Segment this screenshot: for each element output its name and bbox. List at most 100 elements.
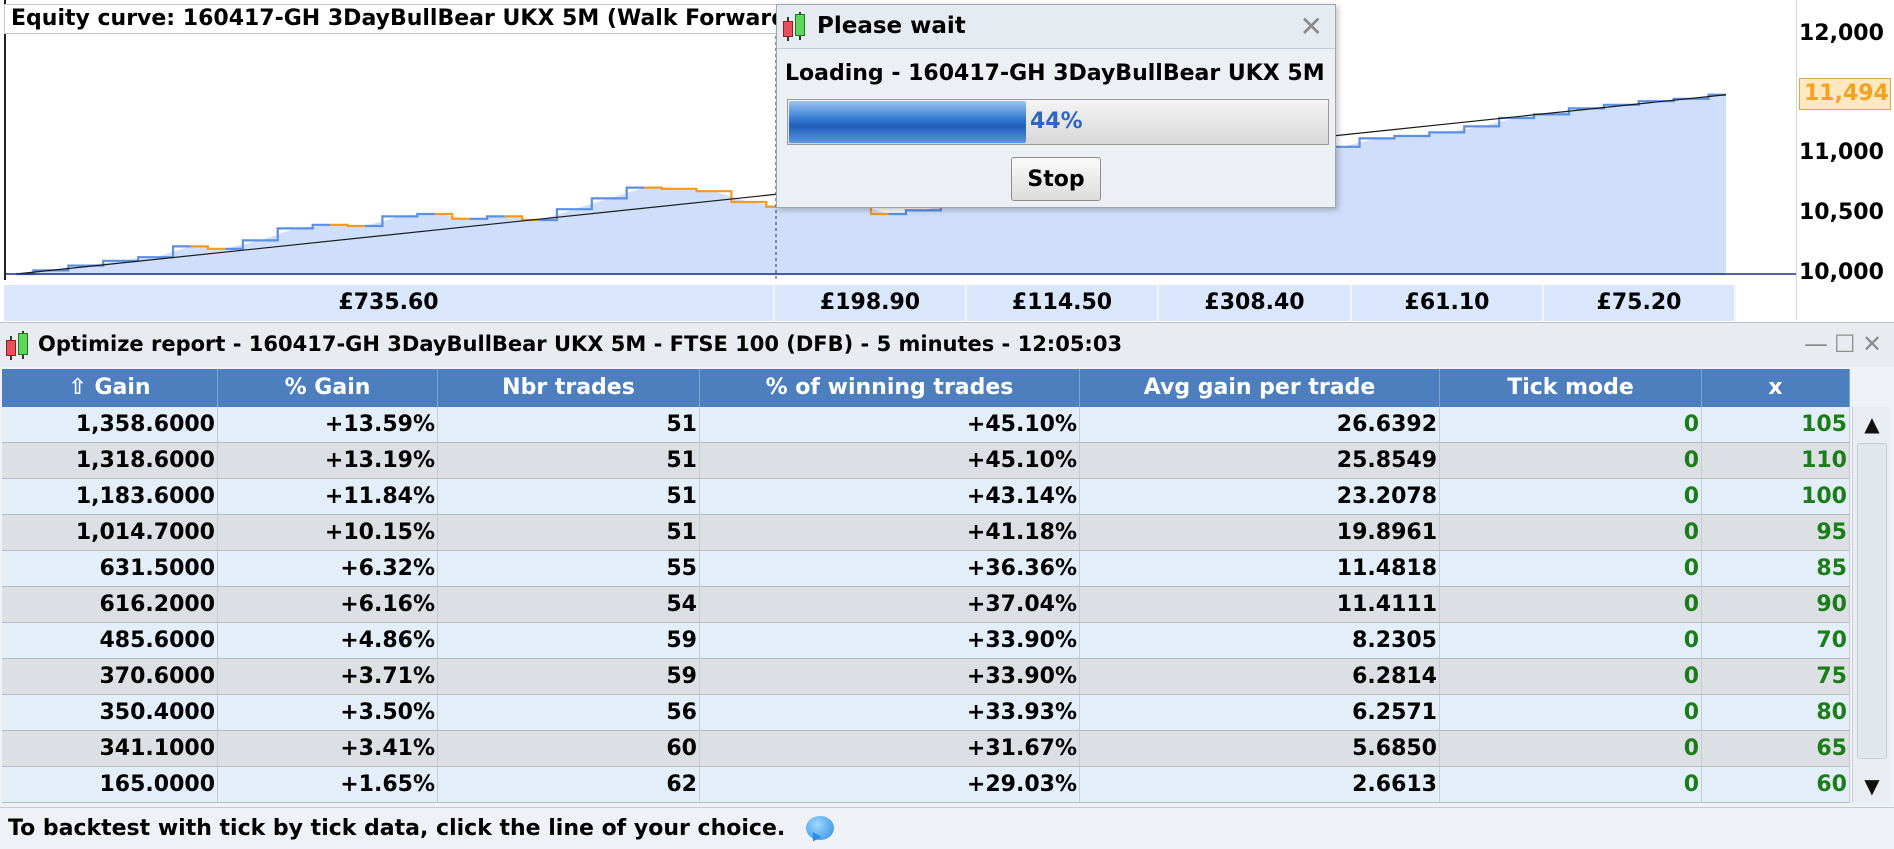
- equity-curve-segment: [1446, 125, 1482, 134]
- table-row[interactable]: 165.0000 +1.65% 62 +29.03% 2.6613 0 60: [2, 767, 1850, 803]
- column-header-gain[interactable]: ⇧ Gain: [2, 369, 218, 407]
- table-cell: 0: [1440, 407, 1702, 442]
- y-tick-label: 11,000: [1799, 140, 1884, 165]
- table-cell: 95: [1702, 515, 1850, 550]
- table-cell: 165.0000: [2, 767, 218, 802]
- table-cell: 0: [1440, 587, 1702, 622]
- table-cell: 631.5000: [2, 551, 218, 586]
- progress-percent: 44%: [1030, 109, 1083, 134]
- table-cell: 2.6613: [1080, 767, 1440, 802]
- table-row[interactable]: 350.4000 +3.50% 56 +33.93% 6.2571 0 80: [2, 695, 1850, 731]
- table-cell: 110: [1702, 443, 1850, 478]
- table-row[interactable]: 1,183.6000 +11.84% 51 +43.14% 23.2078 0 100: [2, 479, 1850, 515]
- table-row[interactable]: 616.2000 +6.16% 54 +37.04% 11.4111 0 90: [2, 587, 1850, 623]
- column-header-nbr-trades[interactable]: Nbr trades: [438, 369, 700, 407]
- y-tick-label: 10,000: [1799, 260, 1884, 285]
- equity-curve-segment: [190, 245, 226, 250]
- table-cell: 0: [1440, 731, 1702, 766]
- equity-curve-segment: [225, 239, 261, 250]
- candlestick-app-icon: [4, 331, 32, 361]
- scroll-down-icon[interactable]: ▼: [1864, 774, 1880, 798]
- table-cell: 0: [1440, 515, 1702, 550]
- scroll-up-icon[interactable]: ▲: [1864, 412, 1880, 436]
- table-cell: 370.6000: [2, 659, 218, 694]
- table-cell: +37.04%: [700, 587, 1080, 622]
- table-row[interactable]: 1,318.6000 +13.19% 51 +45.10% 25.8549 0 110: [2, 443, 1850, 479]
- table-cell: 6.2814: [1080, 659, 1440, 694]
- period-gain: £308.40: [1159, 285, 1352, 321]
- vertical-scrollbar[interactable]: ▲ ▼: [1852, 407, 1890, 803]
- period-gain: £61.10: [1352, 285, 1544, 321]
- minimize-icon[interactable]: —: [1804, 330, 1828, 358]
- table-cell: 5.6850: [1080, 731, 1440, 766]
- table-cell: +3.71%: [218, 659, 438, 694]
- equity-curve-segment: [295, 223, 331, 230]
- equity-curve-segment: [1411, 131, 1447, 138]
- column-header-x[interactable]: x: [1702, 369, 1850, 407]
- table-cell: 51: [438, 479, 700, 514]
- column-header-avg-gain[interactable]: Avg gain per trade: [1080, 369, 1440, 407]
- table-cell: 6.2571: [1080, 695, 1440, 730]
- table-cell: 54: [438, 587, 700, 622]
- table-cell: +3.50%: [218, 695, 438, 730]
- equity-curve-segment: [434, 212, 470, 220]
- speech-bubble-icon[interactable]: [806, 816, 834, 840]
- last-value-badge: 11,494: [1799, 78, 1891, 110]
- column-header-percent-gain[interactable]: % Gain: [218, 369, 438, 407]
- column-header-winning-trades[interactable]: % of winning trades: [700, 369, 1080, 407]
- table-cell: 75: [1702, 659, 1850, 694]
- table-cell: +13.19%: [218, 443, 438, 478]
- table-cell: +45.10%: [700, 443, 1080, 478]
- table-cell: 485.6000: [2, 623, 218, 658]
- table-cell: 1,318.6000: [2, 443, 218, 478]
- period-gain: £114.50: [967, 285, 1159, 321]
- table-row[interactable]: 370.6000 +3.71% 59 +33.90% 6.2814 0 75: [2, 659, 1850, 695]
- report-titlebar[interactable]: Optimize report - 160417-GH 3DayBullBear…: [0, 323, 1894, 367]
- equity-curve-segment: [574, 197, 610, 211]
- table-cell: +11.84%: [218, 479, 438, 514]
- close-icon[interactable]: ✕: [1299, 10, 1323, 43]
- table-row[interactable]: 1,358.6000 +13.59% 51 +45.10% 26.6392 0 105: [2, 407, 1850, 443]
- table-cell: 51: [438, 443, 700, 478]
- table-cell: 0: [1440, 659, 1702, 694]
- dialog-titlebar[interactable]: Please wait ✕: [777, 5, 1335, 49]
- table-cell: 0: [1440, 695, 1702, 730]
- table-row[interactable]: 631.5000 +6.32% 55 +36.36% 11.4818 0 85: [2, 551, 1850, 587]
- table-cell: 59: [438, 659, 700, 694]
- period-gains-bar: £735.60 £198.90 £114.50 £308.40 £61.10 £…: [4, 285, 1736, 321]
- equity-curve-segment: [399, 212, 435, 218]
- column-header-tick-mode[interactable]: Tick mode: [1440, 369, 1702, 407]
- table-cell: +43.14%: [700, 479, 1080, 514]
- table-row[interactable]: 341.1000 +3.41% 60 +31.67% 5.6850 0 65: [2, 731, 1850, 767]
- table-cell: 11.4111: [1080, 587, 1440, 622]
- equity-curve-segment: [1342, 137, 1378, 148]
- table-cell: 1,358.6000: [2, 407, 218, 442]
- close-icon[interactable]: ✕: [1862, 330, 1883, 358]
- table-cell: 19.8961: [1080, 515, 1440, 550]
- table-cell: 616.2000: [2, 587, 218, 622]
- equity-curve-segment: [469, 215, 505, 220]
- table-cell: 11.4818: [1080, 551, 1440, 586]
- equity-title: Equity curve: 160417-GH 3DayBullBear UKX…: [4, 4, 778, 34]
- table-row[interactable]: 1,014.7000 +10.15% 51 +41.18% 19.8961 0 95: [2, 515, 1850, 551]
- period-gain: £75.20: [1544, 285, 1736, 321]
- stop-button[interactable]: Stop: [1011, 157, 1101, 201]
- dialog-title: Please wait: [817, 13, 966, 39]
- table-cell: 8.2305: [1080, 623, 1440, 658]
- please-wait-dialog: Please wait ✕ Loading - 160417-GH 3DayBu…: [776, 4, 1336, 208]
- scroll-thumb[interactable]: [1857, 443, 1887, 759]
- y-tick-label: 10,500: [1799, 200, 1884, 225]
- progress-bar: 44%: [787, 99, 1329, 145]
- table-cell: 60: [1702, 767, 1850, 802]
- equity-curve-segment: [679, 187, 714, 193]
- candlestick-app-icon: [781, 12, 809, 42]
- table-cell: +10.15%: [218, 515, 438, 550]
- table-cell: 70: [1702, 623, 1850, 658]
- table-cell: 25.8549: [1080, 443, 1440, 478]
- table-cell: 51: [438, 515, 700, 550]
- table-cell: 1,183.6000: [2, 479, 218, 514]
- maximize-icon[interactable]: ☐: [1834, 330, 1856, 358]
- table-row[interactable]: 485.6000 +4.86% 59 +33.90% 8.2305 0 70: [2, 623, 1850, 659]
- equity-curve-segment: [609, 186, 645, 200]
- table-cell: 62: [438, 767, 700, 802]
